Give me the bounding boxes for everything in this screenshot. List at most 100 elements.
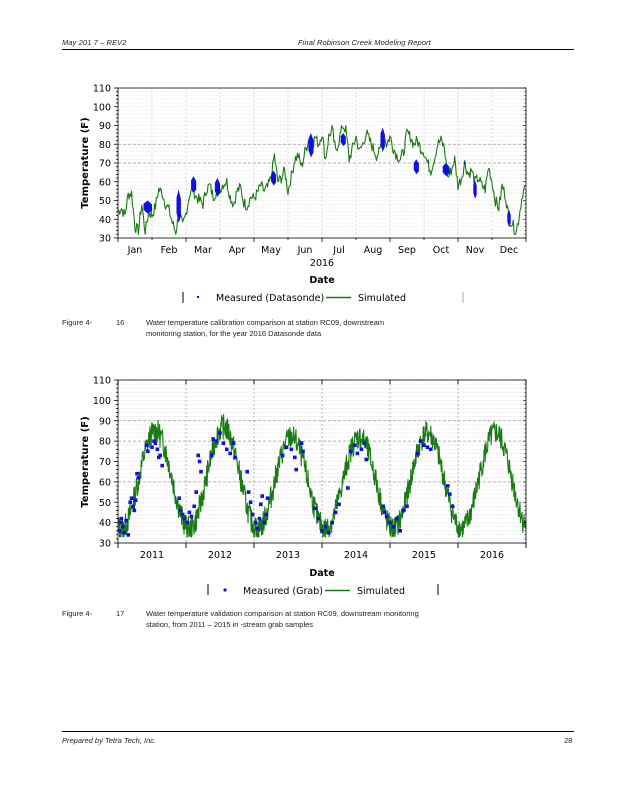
measured-point [192,504,196,509]
legend-label-simulated: Simulated [357,586,405,597]
x-tick-label: Aug [364,245,383,256]
x-axis-ticks: Jan Feb Mar Apr May Jun Jul Aug Sep Oct Nov Dec [117,238,527,256]
measured-point [121,524,125,529]
measured-point [257,516,262,521]
simulated-line [117,124,527,235]
measured-point [214,439,219,443]
measured-point [180,512,185,517]
measured-point [128,500,132,504]
simulated-series [117,124,527,235]
measured-point [262,520,266,525]
measured-point [197,459,202,464]
measured-point [429,447,433,452]
measured-point [405,504,409,509]
caption-line-1: Water temperature validation comparison … [146,609,419,618]
legend-marker-measured [223,588,227,592]
y-tick-label: 80 [99,140,111,151]
measured-segment [271,170,277,186]
measured-point [135,471,139,476]
measured-segment [214,178,220,197]
y-tick-label: 80 [99,437,111,448]
x-tick-label: 2013 [276,550,300,561]
measured-point [185,520,190,525]
x-tick-label: 2011 [140,550,164,561]
measured-point [150,445,154,449]
measured-point [330,520,334,525]
y-tick-label: 30 [99,234,111,245]
measured-point [320,529,324,533]
measured-point [153,441,158,445]
x-tick-label: 2012 [208,550,232,561]
measured-point [264,512,268,517]
y-tick-label: 60 [99,177,111,188]
x-axis-ticks: 2011 2012 2013 2014 2015 2016 [117,380,527,561]
y-tick-label: 90 [99,121,111,132]
measured-segment [413,159,419,175]
measured-point [362,441,366,445]
measured-point [144,443,149,447]
figure-caption-16: Figure 4- 16 Water temperature calibrati… [62,317,574,341]
measured-segment [507,209,511,227]
measured-point [425,445,430,449]
y-tick-label: 100 [93,102,111,113]
y-tick-label: 50 [99,196,111,207]
caption-line-1: Water temperature calibration comparison… [146,318,385,327]
measured-series [143,127,511,227]
measured-point [289,447,294,452]
caption-label: Figure 4- [62,609,93,618]
measured-point [415,451,419,456]
measured-segment [191,176,197,193]
y-axis-ticks: 30 40 50 60 70 80 90 100 110 [93,84,526,245]
measured-point [382,510,387,515]
x-tick-label: 2015 [412,550,436,561]
legend-label-simulated: Simulated [358,293,406,304]
measured-point [133,498,138,502]
measured-segment [442,163,450,177]
measured-point [327,531,331,535]
measured-point [136,476,141,480]
measured-point [126,533,130,537]
measured-point [265,496,270,500]
measured-point [299,441,304,445]
measured-point [359,447,364,452]
measured-point [323,524,328,529]
measured-point [248,500,253,504]
measured-point [313,506,317,511]
x-axis-label: Date [309,568,334,579]
simulated-series [117,414,527,538]
measured-point [178,508,183,513]
x-tick-label: Feb [161,245,178,256]
measured-point [152,439,156,443]
measured-point [422,443,426,447]
measured-point [211,437,215,441]
grid [118,88,526,238]
x-tick-label: Jun [297,245,313,256]
measured-point [124,518,128,523]
measured-point [157,455,161,460]
legend: Measured (Datasonde) Simulated [182,292,464,304]
measured-point [381,504,385,509]
caption-number: 16 [116,318,125,327]
measured-point [337,502,341,507]
measured-point [210,453,214,458]
legend-marker-measured [197,296,199,298]
measured-point [218,431,222,435]
x-tick-label: Mar [194,245,212,256]
y-tick-label: 30 [99,539,111,550]
footer-rule [62,731,574,732]
measured-point [194,490,198,494]
x-tick-label: Jan [127,245,143,256]
y-axis-label: Temperature (F) [80,117,91,208]
measured-point [196,453,200,458]
y-tick-label: 110 [93,84,111,95]
measured-point [463,162,466,164]
measured-point [401,508,406,513]
measured-point [221,441,226,445]
x-tick-label: Jul [332,245,344,256]
figure-caption-17: Figure 4- 17 Water temperature validatio… [62,608,574,632]
measured-point [129,496,134,500]
x-tick-label: Dec [500,245,518,256]
measured-point [293,455,297,460]
measured-point [187,510,192,515]
